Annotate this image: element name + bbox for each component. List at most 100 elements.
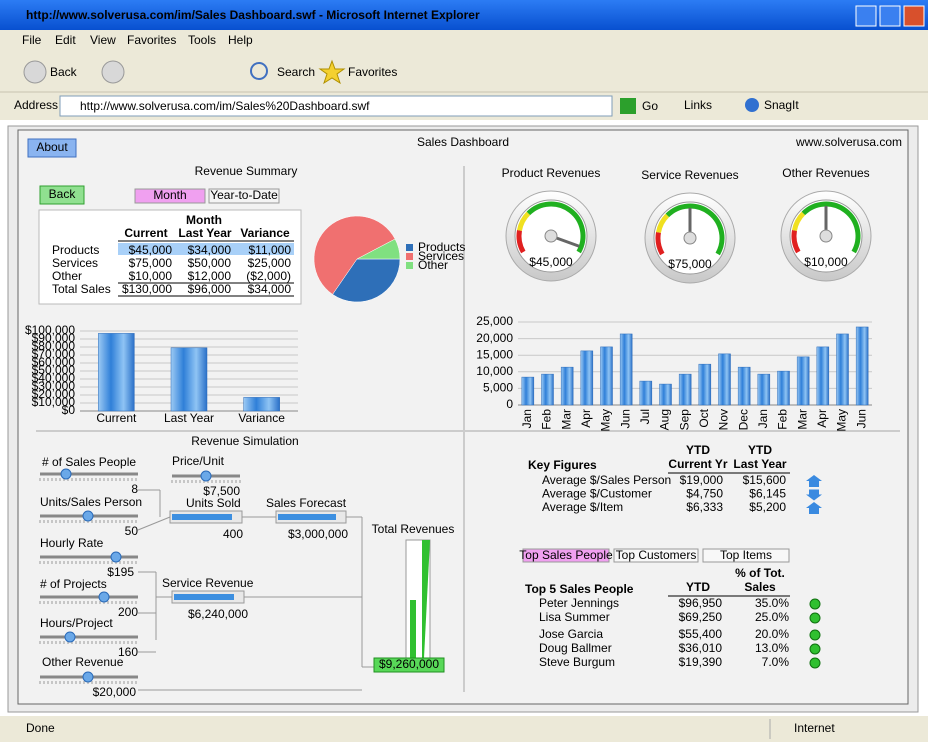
back-button[interactable]: Back xyxy=(50,65,78,79)
legend-label: Services xyxy=(418,249,464,263)
x-tick-label: Oct xyxy=(697,408,711,427)
menu-item[interactable]: Edit xyxy=(55,33,76,47)
gauge-band xyxy=(801,201,861,254)
favorites-icon[interactable] xyxy=(318,59,346,85)
trend-arrow xyxy=(806,489,822,501)
list-tab-label[interactable]: Top Sales People xyxy=(519,548,613,562)
slider-knob[interactable] xyxy=(200,470,212,482)
key-value: $15,600 xyxy=(743,473,787,487)
bar xyxy=(757,373,771,406)
x-tick-label: Nov xyxy=(717,409,731,430)
forward-icon[interactable] xyxy=(101,60,125,84)
address-url: http://www.solverusa.com/im/Sales%20Dash… xyxy=(80,99,370,113)
address-input[interactable] xyxy=(59,95,613,117)
bar xyxy=(737,366,751,406)
bar xyxy=(600,346,613,406)
person-share: 13.0% xyxy=(755,641,789,655)
about-label[interactable]: About xyxy=(36,140,68,154)
favorites-button[interactable]: Favorites xyxy=(348,65,397,79)
output-value: $6,240,000 xyxy=(188,607,248,621)
list-tab-label[interactable]: Top Customers xyxy=(616,548,697,562)
section-title: Key Figures xyxy=(528,458,597,472)
menu-item[interactable]: Tools xyxy=(188,33,216,47)
period-tab-label[interactable]: Year-to-Date xyxy=(210,188,278,202)
menu-item[interactable]: File xyxy=(22,33,42,47)
back-icon[interactable] xyxy=(23,60,47,84)
person-name: Doug Ballmer xyxy=(539,641,612,655)
gauge-band xyxy=(665,203,725,256)
search-icon[interactable] xyxy=(250,62,268,80)
slider-knob[interactable] xyxy=(64,631,76,643)
table-cell: $45,000 xyxy=(129,243,173,257)
minimize-button[interactable] xyxy=(855,5,877,27)
output-value: 400 xyxy=(223,527,243,541)
person-name: Peter Jennings xyxy=(539,596,619,610)
period-tab-label[interactable]: Month xyxy=(153,188,186,202)
x-tick-label: Apr xyxy=(579,409,593,428)
menu-item[interactable]: Favorites xyxy=(127,33,176,47)
slider-label: Hourly Rate xyxy=(40,536,104,550)
person-ytd: $36,010 xyxy=(679,641,723,655)
slider-label: Hours/Project xyxy=(40,616,113,630)
x-tick-label: Jan xyxy=(520,409,534,428)
back-label[interactable]: Back xyxy=(49,187,77,201)
list-tab[interactable] xyxy=(613,548,699,563)
total-value: $9,260,000 xyxy=(379,657,439,671)
bar xyxy=(718,353,731,406)
period-tab[interactable] xyxy=(134,188,206,204)
slider-knob[interactable] xyxy=(60,468,72,480)
person-name: Jose Garcia xyxy=(539,627,603,641)
about-button[interactable] xyxy=(27,138,77,158)
list-tab[interactable] xyxy=(522,548,610,563)
slider-knob[interactable] xyxy=(98,591,110,603)
menu-item[interactable]: View xyxy=(90,33,116,47)
gauge-title: Product Revenues xyxy=(502,166,601,180)
list-tab-label[interactable]: Top Items xyxy=(720,548,772,562)
output-value: $3,000,000 xyxy=(288,527,348,541)
x-tick-label: Jul xyxy=(638,409,652,424)
slider-knob[interactable] xyxy=(82,510,94,522)
table-cell: $34,000 xyxy=(188,243,232,257)
toolbar xyxy=(0,52,928,92)
status-bar xyxy=(0,716,928,742)
back-button[interactable] xyxy=(39,185,85,205)
go-button[interactable]: Go xyxy=(642,99,658,113)
bar xyxy=(521,376,535,406)
menu-item[interactable]: Help xyxy=(228,33,253,47)
go-icon[interactable] xyxy=(620,98,636,114)
gauge-band xyxy=(655,232,665,256)
gauge-band xyxy=(656,213,670,234)
y-tick-label: 5,000 xyxy=(483,381,513,395)
zone-text: Internet xyxy=(794,721,835,735)
person-share: 25.0% xyxy=(755,610,789,624)
bar xyxy=(541,373,554,406)
person-ytd: $69,250 xyxy=(679,610,723,624)
table-header: Variance xyxy=(240,226,290,240)
x-tick-label: Apr xyxy=(815,409,829,428)
period-tab[interactable] xyxy=(208,188,280,204)
close-button[interactable] xyxy=(903,5,925,27)
links-label[interactable]: Links xyxy=(684,98,712,112)
bar xyxy=(639,380,653,406)
slider-label: Price/Unit xyxy=(172,454,225,468)
person-share: 20.0% xyxy=(755,627,789,641)
maximize-button[interactable] xyxy=(879,5,901,27)
search-button[interactable]: Search xyxy=(277,65,315,79)
total-box xyxy=(373,657,445,673)
list-tab[interactable] xyxy=(702,548,790,563)
legend-swatch xyxy=(406,262,413,269)
pie-slice xyxy=(313,215,396,295)
slider-knob[interactable] xyxy=(82,671,94,683)
legend-label: Other xyxy=(418,258,448,272)
slider-value: 200 xyxy=(118,605,138,619)
key-label: Average $/Customer xyxy=(542,487,652,501)
legend-swatch xyxy=(406,253,413,260)
y-tick-label: $90,000 xyxy=(32,331,76,345)
x-tick-label: Aug xyxy=(658,409,672,430)
slider-knob[interactable] xyxy=(110,551,122,563)
x-tick-label: Jun xyxy=(854,409,868,428)
snagit-button[interactable]: SnagIt xyxy=(764,98,799,112)
section-title: Revenue Summary xyxy=(195,164,298,178)
table-cell: $25,000 xyxy=(248,256,292,270)
